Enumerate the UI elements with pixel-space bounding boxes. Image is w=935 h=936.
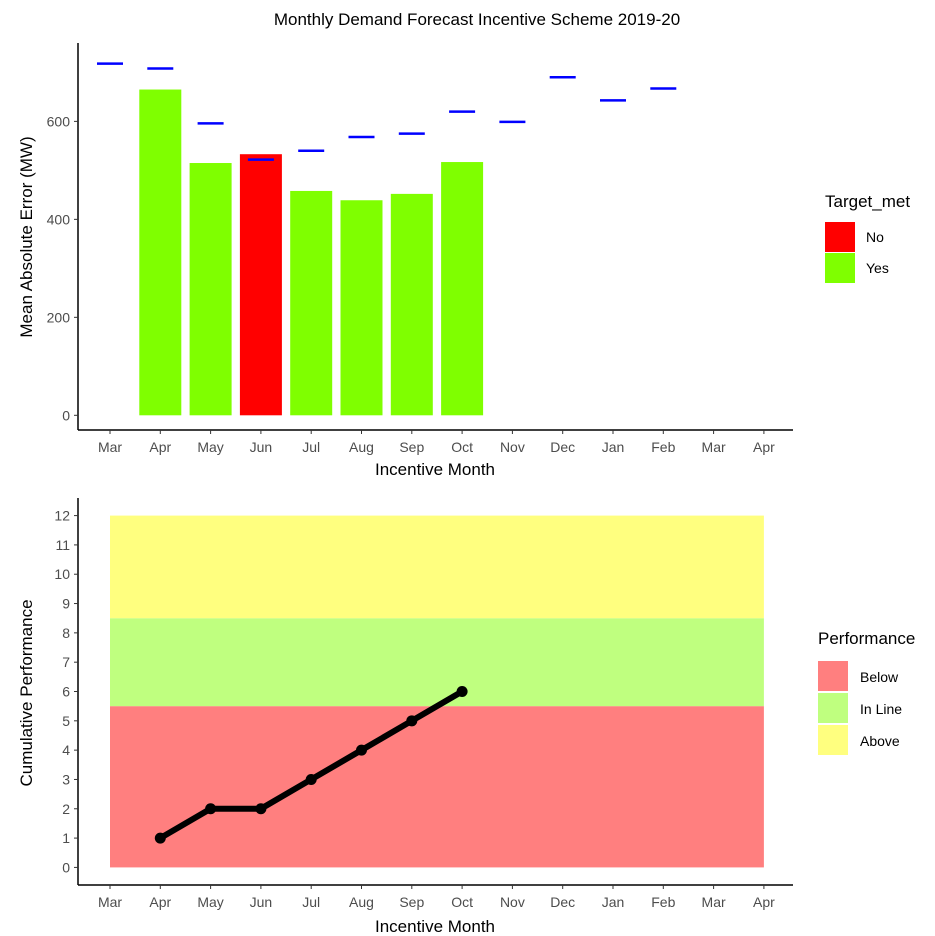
bottom-x-tick-label: Jan	[602, 894, 625, 910]
bottom-y-tick-label: 9	[62, 596, 70, 612]
bottom-x-tick-label: Aug	[349, 894, 374, 910]
legend-label-in-line: In Line	[860, 701, 902, 717]
data-point-oct	[457, 686, 468, 697]
bottom-x-tick-label: Jun	[250, 894, 273, 910]
top-x-tick-label: Dec	[550, 439, 575, 455]
bottom-y-tick-label: 8	[62, 625, 70, 641]
bottom-x-tick-label: Jul	[302, 894, 320, 910]
bottom-x-tick-label: Apr	[149, 894, 171, 910]
data-point-sep	[406, 715, 417, 726]
band-below	[110, 706, 764, 867]
bottom-y-tick-label: 12	[54, 508, 70, 524]
bottom-x-tick-label: Mar	[98, 894, 122, 910]
bottom-y-tick-label: 7	[62, 654, 70, 670]
top-y-axis-title: Mean Absolute Error (MW)	[17, 136, 36, 337]
bottom-legend: Performance Below In Line Above	[818, 629, 915, 755]
legend-key-in-line	[818, 693, 848, 723]
bar-oct	[441, 162, 483, 415]
band-in-line	[110, 618, 764, 706]
top-x-tick-label: Jun	[250, 439, 273, 455]
top-x-tick-label: Mar	[702, 439, 726, 455]
top-y-tick-label: 600	[47, 113, 71, 129]
top-x-tick-label: Apr	[149, 439, 171, 455]
bar-jun	[240, 154, 282, 415]
top-legend: Target_met No Yes	[825, 192, 910, 283]
bottom-y-tick-label: 2	[62, 801, 70, 817]
data-point-may	[205, 803, 216, 814]
data-point-jul	[306, 774, 317, 785]
legend-label-above: Above	[860, 733, 900, 749]
bottom-y-tick-label: 11	[55, 537, 70, 553]
bottom-x-tick-label: Oct	[451, 894, 473, 910]
top-x-tick-label: Sep	[399, 439, 424, 455]
top-y-tick-label: 400	[47, 211, 71, 227]
top-x-tick-label: May	[197, 439, 223, 455]
legend-label-no: No	[866, 229, 884, 245]
bottom-y-tick-label: 3	[62, 771, 70, 787]
bottom-x-tick-label: Mar	[702, 894, 726, 910]
bottom-y-tick-label: 4	[62, 742, 70, 758]
legend-key-above	[818, 725, 848, 755]
bottom-x-axis-title: Incentive Month	[375, 917, 495, 936]
bottom-x-tick-label: May	[197, 894, 223, 910]
bottom-x-tick-label: Sep	[399, 894, 424, 910]
legend-key-yes	[825, 253, 855, 283]
top-x-tick-label: Mar	[98, 439, 122, 455]
top-x-tick-label: Aug	[349, 439, 374, 455]
top-x-tick-label: Feb	[651, 439, 675, 455]
top-x-tick-label: Oct	[451, 439, 473, 455]
bar-may	[190, 163, 232, 415]
data-point-apr	[155, 833, 166, 844]
top-x-tick-label: Jul	[302, 439, 320, 455]
bottom-x-tick-label: Apr	[753, 894, 775, 910]
bottom-legend-title: Performance	[818, 629, 915, 648]
bottom-y-tick-label: 5	[62, 713, 70, 729]
data-point-jun	[255, 803, 266, 814]
legend-key-below	[818, 661, 848, 691]
bottom-y-tick-label: 0	[62, 859, 70, 875]
top-x-tick-label: Nov	[500, 439, 525, 455]
bar-sep	[391, 194, 433, 415]
bar-apr	[139, 90, 181, 416]
legend-label-yes: Yes	[866, 260, 889, 276]
bar-aug	[341, 200, 383, 415]
legend-label-below: Below	[860, 669, 899, 685]
bar-jul	[290, 191, 332, 415]
top-y-tick-label: 0	[62, 407, 70, 423]
bottom-y-axis-title: Cumulative Performance	[17, 599, 36, 786]
top-x-tick-label: Apr	[753, 439, 775, 455]
top-bar-chart: 0 200 400 600 Mar Apr May Jun Jul Aug Sep Oct Nov Dec…	[17, 43, 910, 479]
top-y-tick-label: 200	[47, 309, 71, 325]
bottom-x-tick-label: Dec	[550, 894, 575, 910]
bottom-chart-marks	[110, 516, 764, 868]
top-x-axis-title: Incentive Month	[375, 460, 495, 479]
bottom-x-tick-label: Feb	[651, 894, 675, 910]
band-above	[110, 516, 764, 619]
top-x-tick-label: Jan	[602, 439, 625, 455]
top-legend-title: Target_met	[825, 192, 910, 211]
bottom-x-tick-label: Nov	[500, 894, 525, 910]
bottom-y-tick-label: 6	[62, 684, 70, 700]
top-chart-marks	[97, 64, 676, 416]
bottom-y-tick-label: 1	[62, 830, 70, 846]
data-point-aug	[356, 745, 367, 756]
legend-key-no	[825, 222, 855, 252]
chart-title: Monthly Demand Forecast Incentive Scheme…	[274, 10, 680, 29]
bottom-y-tick-label: 10	[54, 566, 70, 582]
